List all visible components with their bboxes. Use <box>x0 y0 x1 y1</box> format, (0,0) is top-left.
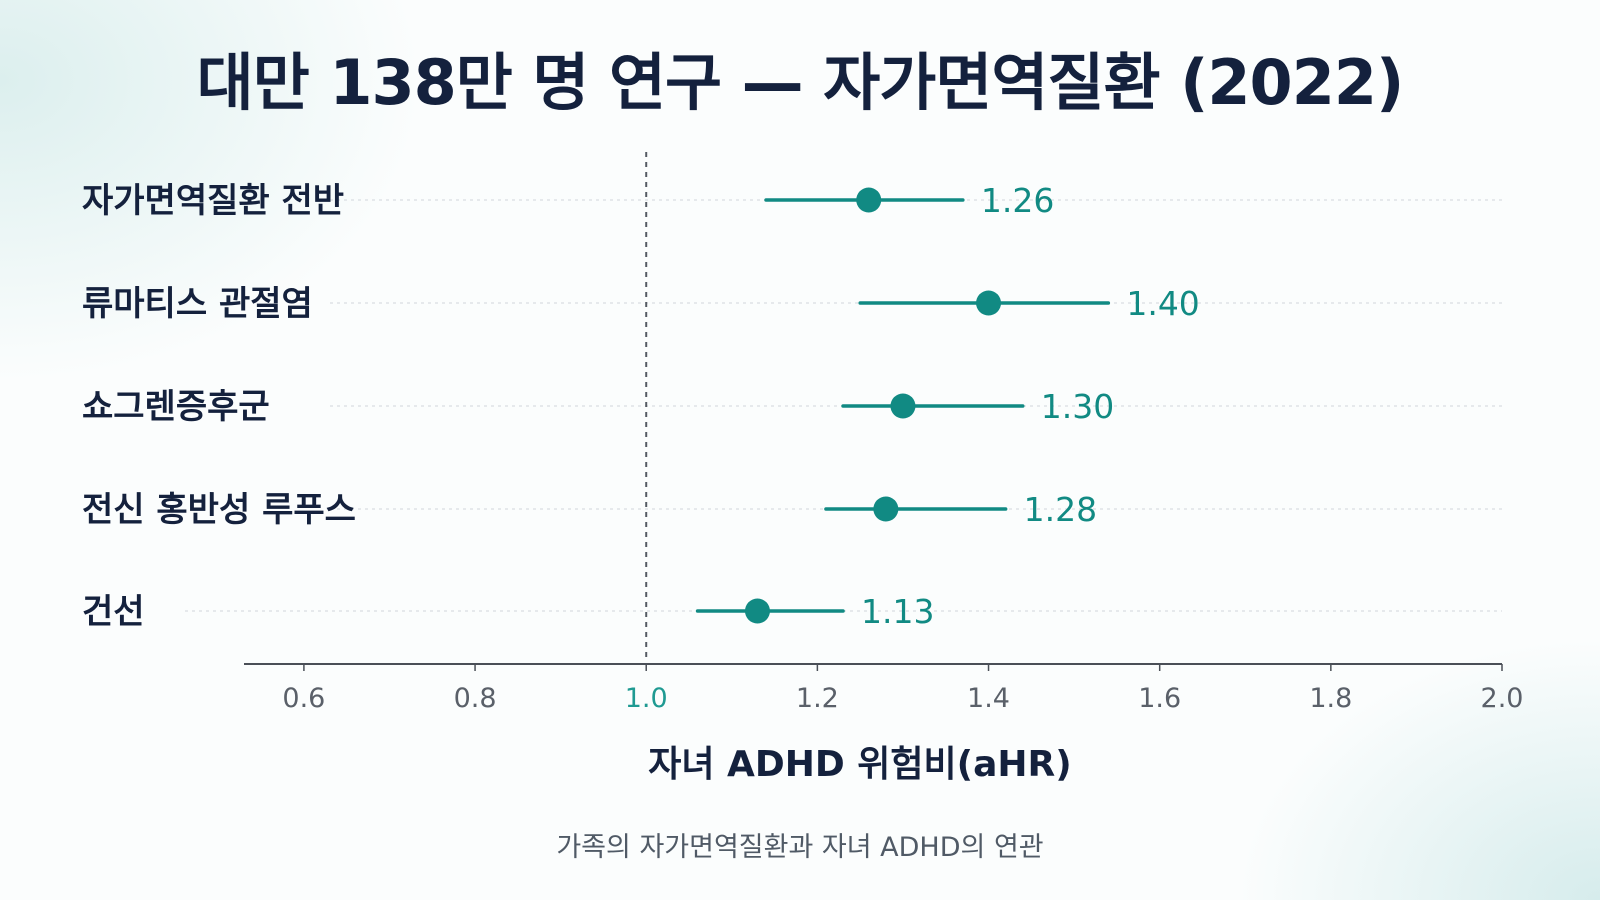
chart-title: 대만 138만 명 연구 — 자가면역질환 (2022) <box>196 46 1405 119</box>
estimate-point <box>873 496 899 522</box>
estimate-label: 1.40 <box>1126 284 1199 323</box>
row-label: 자가면역질환 전반 <box>82 181 344 221</box>
x-tick-label: 1.6 <box>1138 683 1181 714</box>
row-label: 류마티스 관절염 <box>82 284 313 324</box>
x-axis-label: 자녀 ADHD 위험비(aHR) <box>648 744 1071 785</box>
estimate-point <box>744 598 770 624</box>
x-tick-label: 2.0 <box>1481 683 1524 714</box>
x-tick-label: 1.8 <box>1309 683 1352 714</box>
estimate-point <box>976 290 1002 316</box>
estimate-label: 1.26 <box>981 181 1054 220</box>
chart-caption: 가족의 자가면역질환과 자녀 ADHD의 연관 <box>556 832 1044 863</box>
x-tick-label: 1.4 <box>967 683 1010 714</box>
estimate-label: 1.30 <box>1041 387 1114 426</box>
x-tick-label: 0.8 <box>454 683 497 714</box>
row-label: 전신 홍반성 루푸스 <box>82 490 356 530</box>
estimate-label: 1.28 <box>1024 490 1097 529</box>
row-label: 건선 <box>82 592 145 632</box>
row-label: 쇼그렌증후군 <box>82 387 270 427</box>
x-tick-label: 1.0 <box>625 683 668 714</box>
x-tick-label: 1.2 <box>796 683 839 714</box>
x-tick-label: 0.6 <box>282 683 325 714</box>
estimate-label: 1.13 <box>861 592 934 631</box>
estimate-point <box>890 393 916 419</box>
estimate-point <box>856 187 882 213</box>
